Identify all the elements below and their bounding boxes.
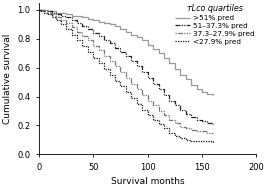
37.3–27.9% pred xyxy=(37,9,41,11)
>51% pred xyxy=(86,18,89,20)
Line: >51% pred: >51% pred xyxy=(39,10,213,95)
Line: <27.9% pred: <27.9% pred xyxy=(39,10,213,143)
<27.9% pred xyxy=(65,23,68,26)
37.3–27.9% pred xyxy=(211,132,214,134)
<27.9% pred xyxy=(37,9,41,11)
<27.9% pred xyxy=(86,51,89,53)
37.3–27.9% pred xyxy=(46,10,49,13)
<27.9% pred xyxy=(55,16,58,18)
51–37.3% pred xyxy=(65,15,68,17)
X-axis label: Survival months: Survival months xyxy=(111,177,184,186)
37.3–27.9% pred xyxy=(211,132,214,134)
51–37.3% pred xyxy=(37,9,41,11)
>51% pred xyxy=(46,9,49,11)
51–37.3% pred xyxy=(86,28,89,30)
37.3–27.9% pred xyxy=(92,39,95,41)
37.3–27.9% pred xyxy=(135,82,138,85)
Y-axis label: Cumulative survival: Cumulative survival xyxy=(3,33,12,124)
<27.9% pred xyxy=(92,51,95,53)
Line: 51–37.3% pred: 51–37.3% pred xyxy=(39,10,213,124)
Legend: >51% pred, 51–37.3% pred, 37.3–27.9% pred, <27.9% pred: >51% pred, 51–37.3% pred, 37.3–27.9% pre… xyxy=(174,4,256,45)
37.3–27.9% pred xyxy=(206,132,209,134)
51–37.3% pred xyxy=(211,123,214,125)
>51% pred xyxy=(92,18,95,20)
51–37.3% pred xyxy=(92,28,95,30)
<27.9% pred xyxy=(211,142,214,144)
<27.9% pred xyxy=(46,12,49,14)
>51% pred xyxy=(135,33,138,36)
>51% pred xyxy=(55,10,58,13)
>51% pred xyxy=(65,12,68,14)
37.3–27.9% pred xyxy=(86,39,89,41)
51–37.3% pred xyxy=(46,10,49,13)
51–37.3% pred xyxy=(135,59,138,62)
37.3–27.9% pred xyxy=(65,19,68,21)
<27.9% pred xyxy=(135,97,138,99)
51–37.3% pred xyxy=(55,12,58,14)
Line: 37.3–27.9% pred: 37.3–27.9% pred xyxy=(39,10,213,133)
>51% pred xyxy=(211,94,214,96)
>51% pred xyxy=(37,9,41,11)
